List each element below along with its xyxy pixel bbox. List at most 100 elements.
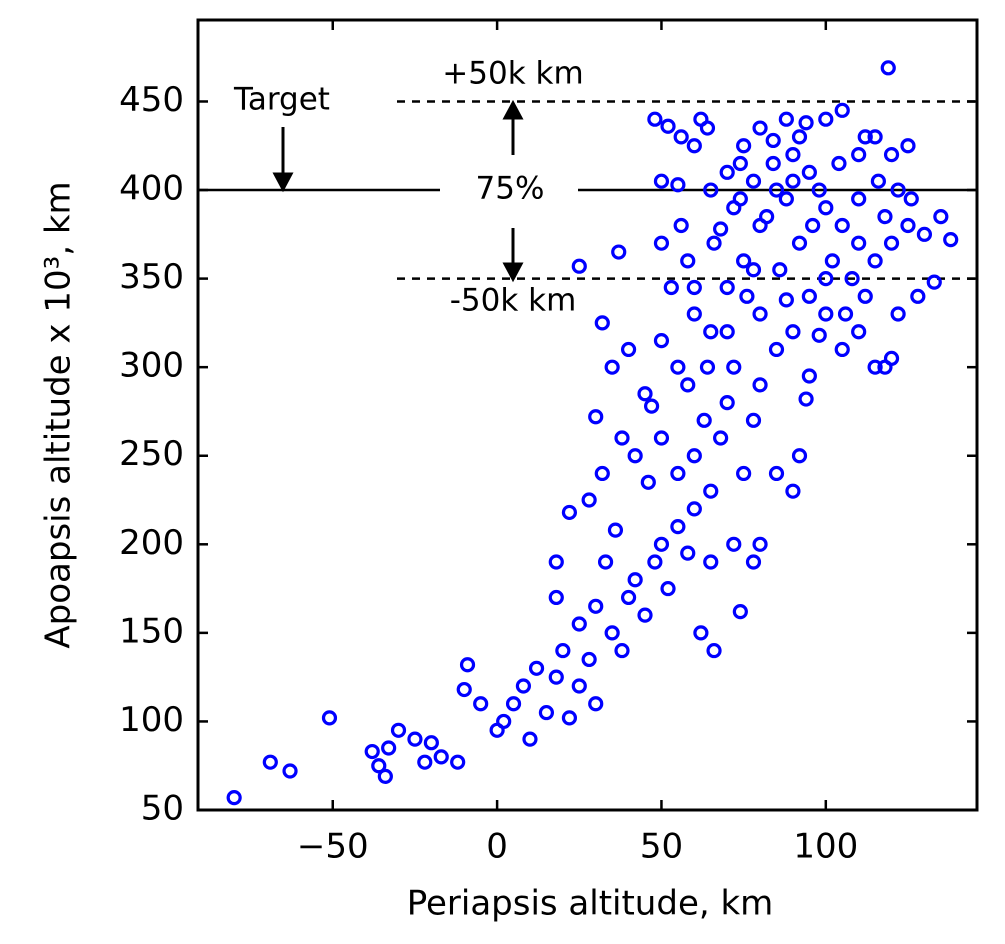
point bbox=[660, 118, 676, 134]
point bbox=[282, 763, 298, 779]
point bbox=[637, 607, 653, 623]
point bbox=[680, 545, 696, 561]
point bbox=[818, 271, 834, 287]
point bbox=[726, 536, 742, 552]
point bbox=[663, 279, 679, 296]
point bbox=[680, 253, 696, 269]
point bbox=[801, 164, 817, 180]
point bbox=[456, 681, 472, 698]
point bbox=[719, 279, 735, 296]
point bbox=[614, 642, 630, 659]
point bbox=[611, 244, 627, 260]
point bbox=[647, 554, 663, 570]
point bbox=[785, 483, 801, 499]
point bbox=[736, 465, 752, 482]
point bbox=[745, 173, 762, 189]
x-tick-label: 50 bbox=[640, 827, 683, 867]
point bbox=[640, 474, 656, 490]
point bbox=[726, 359, 742, 375]
point bbox=[732, 155, 748, 172]
point bbox=[713, 430, 729, 446]
point bbox=[851, 235, 867, 251]
point bbox=[870, 173, 886, 189]
point bbox=[627, 572, 643, 588]
point bbox=[857, 129, 873, 145]
point bbox=[778, 111, 794, 127]
point bbox=[818, 200, 834, 216]
point bbox=[811, 182, 827, 198]
arrow-head bbox=[502, 262, 524, 283]
point bbox=[381, 740, 397, 756]
point bbox=[834, 341, 850, 358]
point bbox=[686, 448, 702, 464]
y-axis-label: Apoapsis altitude x 10³, km bbox=[39, 181, 79, 648]
point bbox=[686, 138, 702, 154]
point bbox=[745, 262, 762, 278]
arrow-head bbox=[272, 172, 294, 193]
point bbox=[581, 492, 597, 508]
point bbox=[745, 412, 762, 428]
point bbox=[670, 359, 686, 375]
point bbox=[417, 754, 433, 770]
point bbox=[548, 589, 564, 606]
y-tick-label: 50 bbox=[141, 789, 184, 829]
point bbox=[824, 253, 840, 269]
point bbox=[877, 209, 893, 225]
point bbox=[620, 341, 637, 358]
point bbox=[473, 696, 489, 712]
point bbox=[844, 271, 860, 287]
point bbox=[768, 182, 785, 198]
point bbox=[390, 722, 407, 738]
point bbox=[732, 191, 748, 207]
arrow-head bbox=[502, 99, 524, 120]
point bbox=[594, 465, 610, 482]
x-axis-label: Periapsis altitude, km bbox=[407, 884, 774, 924]
point bbox=[321, 710, 338, 726]
point bbox=[801, 368, 817, 384]
point bbox=[837, 306, 854, 322]
point bbox=[834, 217, 850, 234]
y-tick-label: 300 bbox=[119, 346, 184, 386]
point bbox=[588, 598, 604, 614]
point bbox=[433, 749, 449, 765]
point bbox=[883, 235, 900, 251]
point bbox=[561, 504, 578, 521]
point bbox=[561, 710, 578, 726]
point bbox=[670, 177, 686, 193]
point bbox=[670, 518, 686, 535]
x-tick-label: 0 bbox=[486, 827, 508, 867]
point bbox=[759, 209, 775, 225]
point bbox=[614, 430, 630, 446]
point bbox=[693, 625, 709, 641]
point bbox=[719, 324, 735, 340]
point bbox=[880, 60, 896, 76]
point bbox=[798, 391, 814, 407]
point bbox=[857, 288, 873, 304]
point bbox=[699, 120, 716, 136]
plot-frame bbox=[196, 18, 979, 812]
point bbox=[686, 501, 702, 517]
point bbox=[653, 173, 670, 189]
point bbox=[736, 253, 752, 269]
point bbox=[834, 102, 850, 118]
point bbox=[916, 226, 933, 242]
point bbox=[680, 377, 696, 393]
point bbox=[900, 138, 916, 154]
point bbox=[890, 306, 906, 322]
point bbox=[739, 288, 755, 304]
point bbox=[371, 758, 387, 774]
point bbox=[673, 129, 689, 145]
point bbox=[686, 279, 702, 296]
point bbox=[571, 258, 587, 274]
point bbox=[890, 182, 906, 198]
point bbox=[706, 235, 722, 251]
point bbox=[522, 731, 538, 747]
point bbox=[883, 350, 900, 366]
y-tick-label: 100 bbox=[119, 700, 184, 740]
point bbox=[791, 129, 808, 145]
point bbox=[653, 333, 670, 349]
y-tick-label: 200 bbox=[119, 523, 184, 563]
point bbox=[696, 412, 712, 428]
point bbox=[660, 580, 676, 597]
point bbox=[798, 115, 814, 131]
